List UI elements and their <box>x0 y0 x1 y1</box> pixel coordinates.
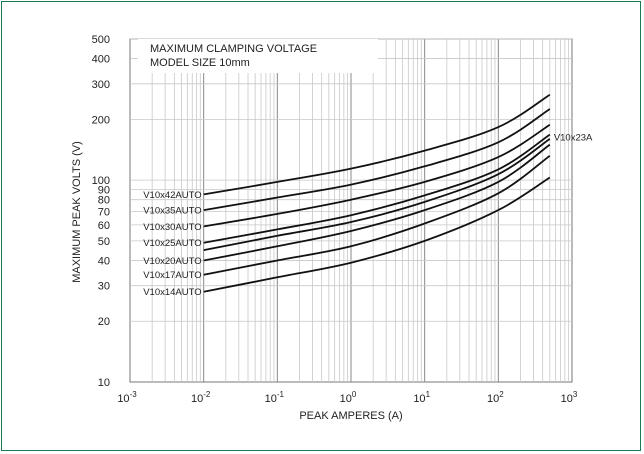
x-tick-label: 10-3 <box>117 390 137 405</box>
series-label: V10x35AUTO <box>143 206 201 217</box>
grid-lines <box>130 38 572 382</box>
y-tick-label: 40 <box>98 255 110 267</box>
x-tick-labels: 10-3 10-2 10-1 100 101 102 103 <box>117 390 578 405</box>
y-tick-label: 100 <box>92 175 110 187</box>
y-tick-label: 90 <box>98 184 110 196</box>
series-label: V10x30AUTO <box>143 222 201 233</box>
series-lines <box>203 93 551 293</box>
series-label: V10x25AUTO <box>143 238 201 249</box>
x-tick-label: 101 <box>413 390 430 405</box>
y-tick-label: 400 <box>92 54 110 66</box>
series-line <box>203 155 551 276</box>
series-labels: V10x42AUTO V10x35AUTO V10x30AUTO V10x25AUTO… <box>143 133 593 299</box>
y-tick-label: 300 <box>92 79 110 91</box>
title-box <box>138 39 378 73</box>
y-tick-label: 70 <box>98 206 110 218</box>
chart-subtitle: MODEL SIZE 10mm <box>150 57 250 69</box>
x-axis-label: PEAK AMPERES (A) <box>299 410 402 422</box>
series-line <box>203 138 551 251</box>
x-tick-label: 10-2 <box>191 390 211 405</box>
series-line <box>203 176 551 293</box>
series-label: V10x20AUTO <box>143 256 201 267</box>
x-tick-label: 100 <box>340 390 357 405</box>
x-tick-label: 103 <box>561 390 578 405</box>
series-label: V10x42AUTO <box>143 190 201 201</box>
y-tick-label: 30 <box>98 281 110 293</box>
series-line <box>203 124 551 228</box>
series-label: V10x14AUTO <box>143 287 201 298</box>
chart-title: MAXIMUM CLAMPING VOLTAGE <box>150 43 317 55</box>
y-tick-label: 20 <box>98 316 110 328</box>
y-tick-label: 60 <box>98 220 110 232</box>
x-tick-label: 102 <box>487 390 504 405</box>
y-tick-label: 200 <box>92 114 110 126</box>
series-label: V10x23A <box>554 133 593 144</box>
y-axis-label: MAXIMUM PEAK VOLTS (V) <box>71 141 83 283</box>
series-line <box>203 108 551 211</box>
y-tick-label: 500 <box>92 34 110 46</box>
series-line <box>203 133 551 244</box>
x-tick-label: 10-1 <box>265 390 285 405</box>
series-line <box>203 93 551 196</box>
y-tick-label: 80 <box>98 195 110 207</box>
series-label: V10x17AUTO <box>143 270 201 281</box>
y-tick-label: 10 <box>98 377 110 389</box>
y-tick-label: 50 <box>98 236 110 248</box>
series-line <box>203 143 551 262</box>
